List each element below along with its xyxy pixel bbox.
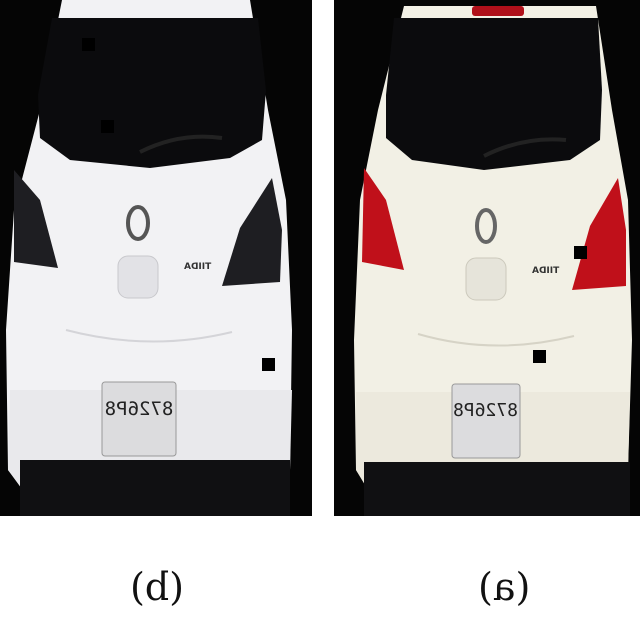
occlusion-marker (574, 246, 587, 259)
license-plate-b: 8726P8 (104, 398, 174, 420)
caption-b: (b) (130, 565, 184, 609)
panel-b-image: 8726P8 TIIDA (0, 0, 312, 516)
taillight-left-b (14, 170, 58, 268)
occlusion-marker (533, 350, 546, 363)
taillight-right-a (572, 178, 626, 290)
occlusion-marker (101, 120, 114, 133)
occlusion-marker (262, 358, 275, 371)
emblem-b (126, 205, 150, 241)
caption-a: (a) (478, 565, 531, 609)
handle-b (117, 255, 159, 299)
car-rear-a (354, 6, 632, 516)
license-plate-a: 8726P8 (452, 400, 518, 421)
taillight-left-a (362, 168, 404, 270)
taillight-right-b (222, 178, 282, 286)
rear-window-b (38, 18, 266, 168)
panel-a-image: 8726P8 TIIDA (334, 0, 640, 516)
badge-b: TIIDA (184, 262, 212, 272)
emblem-a (475, 208, 497, 244)
handle-a (465, 257, 507, 301)
rear-window-a (386, 18, 602, 170)
panel-divider (312, 0, 334, 516)
badge-a: TIIDA (532, 266, 560, 276)
car-rear-b (6, 0, 292, 516)
occlusion-marker (82, 38, 95, 51)
